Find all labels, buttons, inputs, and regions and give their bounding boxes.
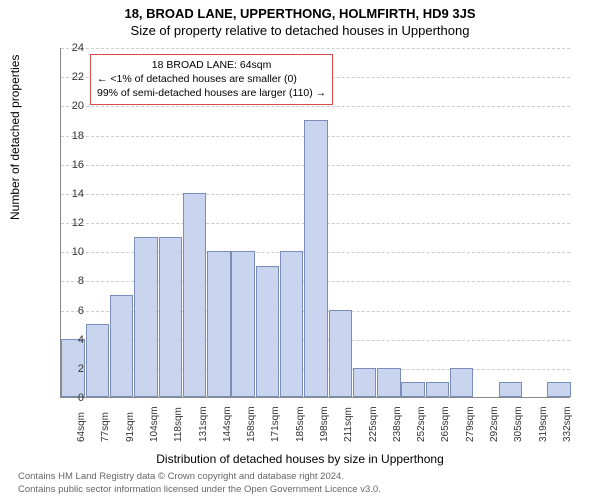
x-tick-label: 279sqm bbox=[465, 406, 476, 442]
bar bbox=[183, 193, 206, 397]
annotation-line-larger: 99% of semi-detached houses are larger (… bbox=[97, 86, 326, 100]
annotation-line-smaller: ← <1% of detached houses are smaller (0) bbox=[97, 72, 326, 86]
bar bbox=[207, 251, 230, 397]
x-tick-label: 305sqm bbox=[513, 406, 524, 442]
annotation-callout: 18 BROAD LANE: 64sqm ← <1% of detached h… bbox=[90, 54, 333, 105]
x-tick-label: 77sqm bbox=[100, 412, 111, 442]
gridline bbox=[61, 106, 570, 107]
bar bbox=[159, 237, 182, 397]
y-tick-label: 12 bbox=[54, 217, 84, 229]
bar bbox=[110, 295, 133, 397]
x-tick-label: 118sqm bbox=[173, 407, 184, 442]
y-tick-label: 16 bbox=[54, 159, 84, 171]
footer-attribution: Contains HM Land Registry data © Crown c… bbox=[18, 471, 381, 496]
y-tick-label: 20 bbox=[54, 100, 84, 112]
bar bbox=[134, 237, 157, 397]
bar bbox=[377, 368, 400, 397]
y-tick-label: 24 bbox=[54, 42, 84, 54]
bar bbox=[256, 266, 279, 397]
bar bbox=[547, 382, 570, 397]
page-subtitle: Size of property relative to detached ho… bbox=[0, 21, 600, 38]
x-tick-label: 238sqm bbox=[392, 406, 403, 442]
x-tick-label: 292sqm bbox=[489, 406, 500, 442]
bar bbox=[353, 368, 376, 397]
x-tick-label: 185sqm bbox=[295, 406, 306, 442]
y-tick-label: 6 bbox=[54, 305, 84, 317]
bar bbox=[280, 251, 303, 397]
x-tick-label: 225sqm bbox=[368, 406, 379, 442]
footer-line1: Contains HM Land Registry data © Crown c… bbox=[18, 471, 381, 483]
x-axis-label: Distribution of detached houses by size … bbox=[0, 452, 600, 466]
x-tick-label: 171sqm bbox=[270, 406, 281, 442]
bar bbox=[426, 382, 449, 397]
y-tick-label: 0 bbox=[54, 392, 84, 404]
x-tick-label: 211sqm bbox=[343, 407, 354, 442]
bar bbox=[450, 368, 473, 397]
x-tick-label: 332sqm bbox=[562, 406, 573, 442]
x-tick-label: 64sqm bbox=[76, 412, 87, 442]
annotation-title: 18 BROAD LANE: 64sqm bbox=[97, 58, 326, 72]
x-tick-label: 131sqm bbox=[198, 406, 209, 442]
page-title: 18, BROAD LANE, UPPERTHONG, HOLMFIRTH, H… bbox=[0, 0, 600, 21]
bar bbox=[401, 382, 424, 397]
y-tick-label: 18 bbox=[54, 130, 84, 142]
y-tick-label: 22 bbox=[54, 71, 84, 83]
x-tick-label: 91sqm bbox=[125, 412, 136, 442]
x-tick-label: 198sqm bbox=[319, 406, 330, 442]
y-tick-label: 4 bbox=[54, 334, 84, 346]
y-tick-label: 10 bbox=[54, 246, 84, 258]
x-tick-label: 144sqm bbox=[222, 406, 233, 442]
footer-line2: Contains public sector information licen… bbox=[18, 484, 381, 496]
bar bbox=[231, 251, 254, 397]
x-tick-label: 252sqm bbox=[416, 406, 427, 442]
bar bbox=[499, 382, 522, 397]
y-axis-label: Number of detached properties bbox=[8, 55, 22, 220]
x-tick-label: 265sqm bbox=[440, 406, 451, 442]
bar bbox=[329, 310, 352, 398]
x-tick-label: 319sqm bbox=[538, 406, 549, 442]
bar bbox=[86, 324, 109, 397]
y-tick-label: 14 bbox=[54, 188, 84, 200]
y-tick-label: 2 bbox=[54, 363, 84, 375]
gridline bbox=[61, 48, 570, 49]
bar bbox=[304, 120, 327, 397]
y-tick-label: 8 bbox=[54, 275, 84, 287]
x-tick-label: 104sqm bbox=[149, 406, 160, 442]
x-tick-label: 158sqm bbox=[246, 406, 257, 442]
